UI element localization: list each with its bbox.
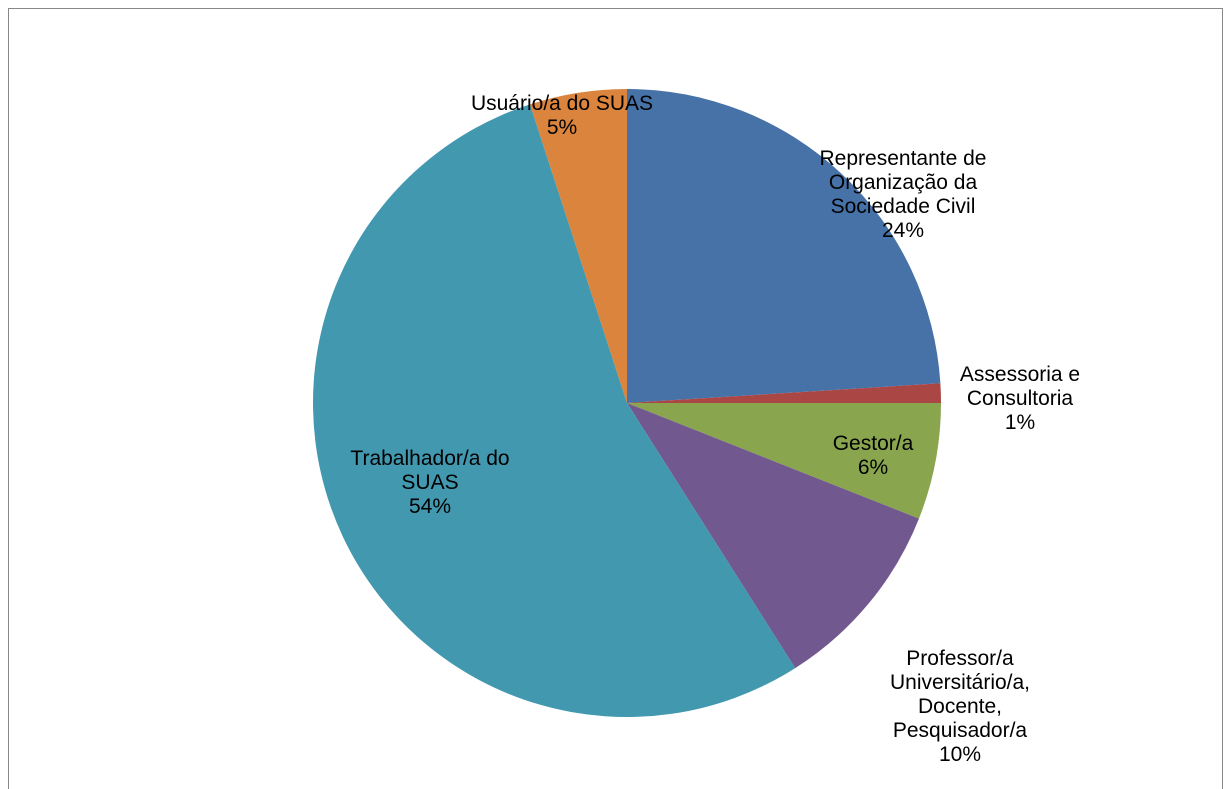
slice-value: 54% [408, 495, 452, 518]
slice-value: 24% [881, 219, 925, 242]
slice-label: Trabalhador/a do SUAS 54% [335, 447, 525, 519]
slice-category: Gestor/a [832, 432, 914, 455]
slice-value: 1% [1004, 411, 1036, 434]
slice-label: Representante de Organização da Sociedad… [788, 147, 1018, 243]
slice-label: Professor/a Universitário/a, Docente, Pe… [873, 647, 1048, 767]
slice-value: 6% [857, 456, 889, 479]
pie-slice [627, 89, 941, 403]
slice-category: Representante de Organização da Sociedad… [819, 147, 987, 218]
slice-label: Gestor/a 6% [803, 432, 943, 480]
slice-category: Professor/a Universitário/a, Docente, Pe… [889, 647, 1031, 742]
slice-label: Usuário/a do SUAS 5% [432, 92, 692, 140]
pie-slice [627, 403, 919, 669]
slice-value: 10% [938, 743, 982, 766]
slice-category: Assessoria e Consultoria [959, 363, 1081, 410]
pie-slice [529, 89, 627, 403]
pie-slice [312, 104, 796, 717]
slice-category: Trabalhador/a do SUAS [350, 447, 510, 494]
slice-category: Usuário/a do SUAS [470, 92, 654, 115]
pie-slice [627, 403, 942, 519]
pie-slice [627, 383, 941, 403]
chart-frame [8, 8, 1223, 789]
slice-value: 5% [546, 116, 578, 139]
slice-label: Assessoria e Consultoria 1% [935, 363, 1105, 435]
